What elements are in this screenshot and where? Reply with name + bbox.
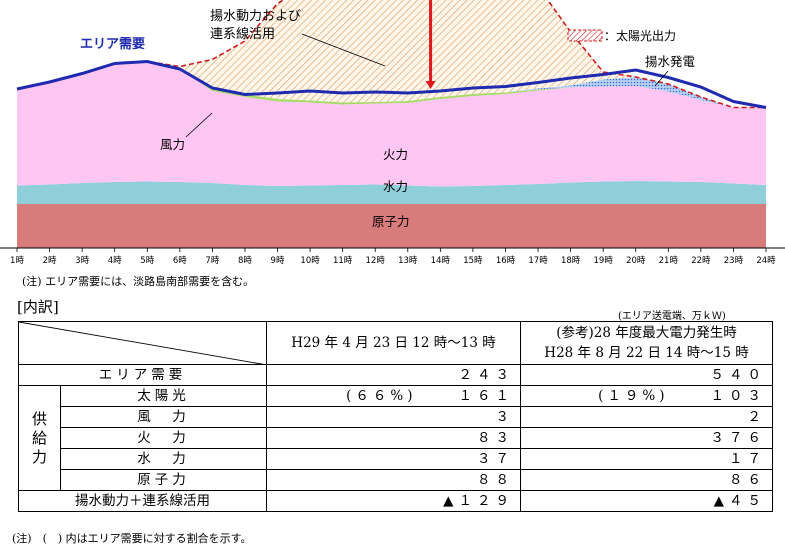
x-tick-label: 14時 xyxy=(431,256,451,266)
hydro-label: 水力 xyxy=(383,179,408,194)
pumping-arrow-head-down xyxy=(425,81,436,89)
area-demand-label: エリア需要 xyxy=(80,37,145,52)
x-tick-label: 12時 xyxy=(366,256,386,266)
supply-demand-chart: 1時 2時 3時 4時 5時 6時 7時 8時 9時 10時 11時 12時 13時 14時 15時 16時 1… xyxy=(0,0,785,266)
solar-value-2: (１９%) １０３ xyxy=(520,385,773,407)
header-diagonal-cell xyxy=(18,321,267,365)
area-demand-row-label: エリア需要 xyxy=(18,364,267,386)
nuclear-area xyxy=(17,204,766,248)
table-row: 火 力 ８３ ３７６ xyxy=(19,427,773,449)
x-tick-label: 17時 xyxy=(528,256,548,266)
solar-output-area xyxy=(17,0,766,108)
hydro-value-1: ３７ xyxy=(266,448,521,470)
x-tick-label: 7時 xyxy=(205,256,219,266)
x-tick-label: 20時 xyxy=(626,256,646,266)
table-row: 供 給 力 太陽光 (６６%) １６１ (１９%) １０３ xyxy=(18,385,773,491)
x-tick-label: 18時 xyxy=(561,256,581,266)
x-tick-label: 13時 xyxy=(398,256,418,266)
area-demand-value-2: ５４０ xyxy=(520,364,773,386)
thermal-value-1: ８３ xyxy=(266,427,521,449)
thermal-area xyxy=(17,61,766,187)
x-tick-label: 6時 xyxy=(173,256,187,266)
x-tick-label: 19時 xyxy=(594,256,614,266)
x-tick-label: 11時 xyxy=(333,256,353,266)
x-tick-label: 15時 xyxy=(463,256,483,266)
nuclear-row-label: 原子力 xyxy=(60,469,267,491)
x-tick-label: 8時 xyxy=(238,256,252,266)
wind-leader-line xyxy=(185,112,213,138)
solar-legend-swatch xyxy=(567,29,603,42)
pumping-value-2: ▲４５ xyxy=(520,490,773,512)
x-tick-label: 1時 xyxy=(10,256,24,266)
pumped-leader-line xyxy=(654,70,669,87)
x-tick-label: 10時 xyxy=(300,256,320,266)
nuclear-value-2: ８６ xyxy=(520,469,773,491)
supply-label: 供 給 力 xyxy=(18,385,61,491)
table-row: 風 力 ３ ２ xyxy=(19,406,773,428)
header-col2: (参考)28 年度最大電力発生時 H28 年 8 月 22 日 14 時～15 … xyxy=(520,321,773,365)
x-tick-label: 4時 xyxy=(108,256,122,266)
hydro-area xyxy=(17,181,766,204)
breakdown-unit: (エリア送電端、万ｋＷ) xyxy=(618,311,726,322)
pumping-label-line2: 連系線活用 xyxy=(210,26,275,42)
x-tick-label: 22時 xyxy=(691,256,711,266)
wind-value-1: ３ xyxy=(266,406,521,428)
breakdown-table: H29 年 4 月 23 日 12 時～13 時 (参考)28 年度最大電力発生… xyxy=(18,321,773,512)
area-demand-line xyxy=(16,59,767,109)
header-col2-line1: (参考)28 年度最大電力発生時 xyxy=(556,325,737,341)
percentage-note: (注) ( ) 内はエリア需要に対する割合を示す。 xyxy=(12,532,252,545)
x-tick-label: 5時 xyxy=(140,256,154,266)
header-col1: H29 年 4 月 23 日 12 時～13 時 xyxy=(266,321,521,365)
thermal-row-label: 火 力 xyxy=(60,427,267,449)
solar-legend-label: ：太陽光出力 xyxy=(604,28,676,43)
thermal-label: 火力 xyxy=(383,147,408,162)
x-tick-label: 16時 xyxy=(496,256,516,266)
header-col2-line2: H28 年 8 月 22 日 14 時～15 時 xyxy=(544,345,749,361)
table-row: 揚水動力＋連系線活用 ▲１２９ ▲４５ xyxy=(18,490,773,512)
wind-label: 風力 xyxy=(160,137,185,152)
wind-value-2: ２ xyxy=(520,406,773,428)
pumped-gen-label: 揚水発電 xyxy=(645,54,696,69)
solar-row-label: 太陽光 xyxy=(60,385,267,407)
x-tick-label: 2時 xyxy=(43,256,57,266)
wind-row-label: 風 力 xyxy=(60,406,267,428)
x-tick-label: 23時 xyxy=(724,256,744,266)
thermal-value-2: ３７６ xyxy=(520,427,773,449)
table-header-row: H29 年 4 月 23 日 12 時～13 時 (参考)28 年度最大電力発生… xyxy=(18,321,773,365)
table-row: エリア需要 ２４３ ５４０ xyxy=(18,364,773,386)
table-row: 原子力 ８８ ８６ xyxy=(19,469,773,491)
breakdown-title: [内訳] xyxy=(17,298,59,316)
table-row: 水 力 ３７ １７ xyxy=(19,448,773,470)
nuclear-value-1: ８８ xyxy=(266,469,521,491)
pumped-gen-area xyxy=(17,61,766,108)
x-tick-label: 24時 xyxy=(756,256,776,266)
hydro-value-2: １７ xyxy=(520,448,773,470)
area-note: (注) エリア需要には、淡路島南部需要を含む。 xyxy=(22,275,255,288)
pumping-value-1: ▲１２９ xyxy=(266,490,521,512)
pumping-label-line1: 揚水動力および xyxy=(210,8,301,24)
x-tick-label: 21時 xyxy=(659,256,679,266)
solar-value-1: (６６%) １６１ xyxy=(266,385,521,407)
pumping-row-label: 揚水動力＋連系線活用 xyxy=(18,490,267,512)
x-tick-label: 3時 xyxy=(75,256,89,266)
pumping-leader-line xyxy=(301,33,386,67)
hydro-row-label: 水 力 xyxy=(60,448,267,470)
area-demand-value-1: ２４３ xyxy=(266,364,521,386)
nuclear-label: 原子力 xyxy=(372,214,410,229)
x-tick-label: 9時 xyxy=(271,256,285,266)
